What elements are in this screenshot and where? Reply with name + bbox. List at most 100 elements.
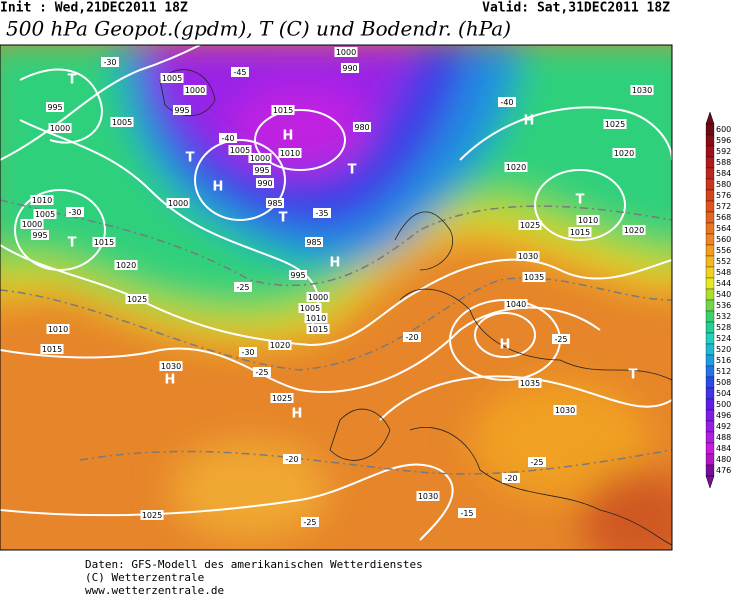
contour-label: 1000 — [336, 48, 356, 57]
footer-url: www.wetterzentrale.de — [85, 584, 224, 597]
colorbar-cap — [705, 475, 715, 489]
contour-label: 1010 — [306, 314, 326, 323]
colorbar-cell — [705, 200, 715, 213]
contour-label: -20 — [285, 455, 298, 464]
label-box — [92, 237, 116, 247]
colorbar-cell — [705, 222, 715, 235]
colorbar-label: 556 — [716, 246, 731, 255]
contour-label: -20 — [405, 333, 418, 342]
label-box — [552, 334, 570, 344]
contour-label: -35 — [315, 209, 328, 218]
contour-label: 1010 — [280, 149, 300, 158]
contour-label: 995 — [32, 231, 47, 240]
map-title: 500 hPa Geopot.(gpdm), T (C) und Bodendr… — [6, 17, 511, 41]
contour-label: 1000 — [168, 199, 188, 208]
label-box — [40, 344, 64, 354]
colorbar-label: 572 — [716, 202, 731, 211]
contour-label: 1025 — [605, 120, 625, 129]
colorbar-label: 488 — [716, 433, 731, 442]
colorbar-label: 512 — [716, 367, 731, 376]
contour-label: 1000 — [250, 154, 270, 163]
colorbar-label: 532 — [716, 312, 731, 321]
colorbar-label: 544 — [716, 279, 731, 288]
footer-copyright: (C) Wetterzentrale — [85, 571, 204, 584]
colorbar-label: 524 — [716, 334, 731, 343]
pressure-center: T — [186, 151, 195, 166]
colorbar-label: 504 — [716, 389, 731, 398]
label-box — [518, 220, 542, 230]
label-box — [403, 332, 421, 342]
contour-label: 1015 — [570, 228, 590, 237]
pressure-center: T — [68, 73, 77, 88]
label-box — [160, 73, 184, 83]
contour-label: 1025 — [127, 295, 147, 304]
contour-label: 1005 — [230, 146, 250, 155]
colorbar: 600 596 592 588 584 580 576 572 568 564 560 556 552 5… — [705, 111, 731, 489]
colorbar-label: 564 — [716, 224, 731, 233]
colorbar-cell — [705, 178, 715, 191]
contour-label: 1020 — [506, 163, 526, 172]
colorbar-cell — [705, 332, 715, 345]
colorbar-cell — [705, 464, 715, 477]
label-box — [301, 517, 319, 527]
pressure-center: H — [283, 129, 294, 144]
label-box — [612, 148, 636, 158]
colorbar-cell — [705, 387, 715, 400]
label-box — [31, 230, 49, 240]
pressure-center: H — [500, 338, 511, 353]
contour-label: -45 — [233, 68, 246, 77]
contour-label: 1015 — [308, 325, 328, 334]
label-box — [305, 237, 323, 247]
contour-label: -25 — [530, 458, 543, 467]
temperature-field — [0, 45, 672, 550]
label-box — [516, 251, 540, 261]
colorbar-cell — [705, 156, 715, 169]
label-box — [101, 57, 119, 67]
contour-label: 1030 — [418, 492, 438, 501]
colorbar-cell — [705, 354, 715, 367]
map-frame — [0, 44, 673, 551]
pressure-center: T — [68, 236, 77, 251]
contour-label: 1025 — [520, 221, 540, 230]
label-box — [266, 198, 284, 208]
label-box — [502, 473, 520, 483]
colorbar-cell — [705, 398, 715, 411]
colorbar-cell — [705, 211, 715, 224]
contour-label: 1005 — [35, 210, 55, 219]
label-box — [166, 198, 190, 208]
colorbar-cell — [705, 453, 715, 466]
label-box — [114, 260, 138, 270]
label-box — [270, 393, 294, 403]
label-box — [256, 178, 274, 188]
colorbar-label: 592 — [716, 147, 731, 156]
colorbar-label: 560 — [716, 235, 731, 244]
contour-label: 980 — [354, 123, 369, 132]
contour-label: 1010 — [48, 325, 68, 334]
contour-label: 1000 — [185, 86, 205, 95]
label-box — [504, 299, 528, 309]
isobars — [0, 45, 672, 541]
colorbar-cell — [705, 376, 715, 389]
label-box — [173, 105, 191, 115]
contour-label: 1005 — [300, 304, 320, 313]
colorbar-label: 500 — [716, 400, 731, 409]
contour-label: -20 — [504, 474, 517, 483]
pressure-center: T — [576, 193, 585, 208]
label-box — [253, 165, 271, 175]
label-box — [234, 282, 252, 292]
colorbar-label: 600 — [716, 125, 731, 134]
contour-label: 990 — [342, 64, 357, 73]
label-box — [306, 324, 330, 334]
colorbar-cell — [705, 277, 715, 290]
contour-label: 995 — [174, 106, 189, 115]
contour-label: 1000 — [50, 124, 70, 133]
colorbar-cell — [705, 409, 715, 422]
contour-label: 995 — [254, 166, 269, 175]
pressure-center: H — [165, 373, 176, 388]
contour-label: 1035 — [524, 273, 544, 282]
colorbar-label: 596 — [716, 136, 731, 145]
label-box — [183, 85, 207, 95]
colorbar-label: 552 — [716, 257, 731, 266]
